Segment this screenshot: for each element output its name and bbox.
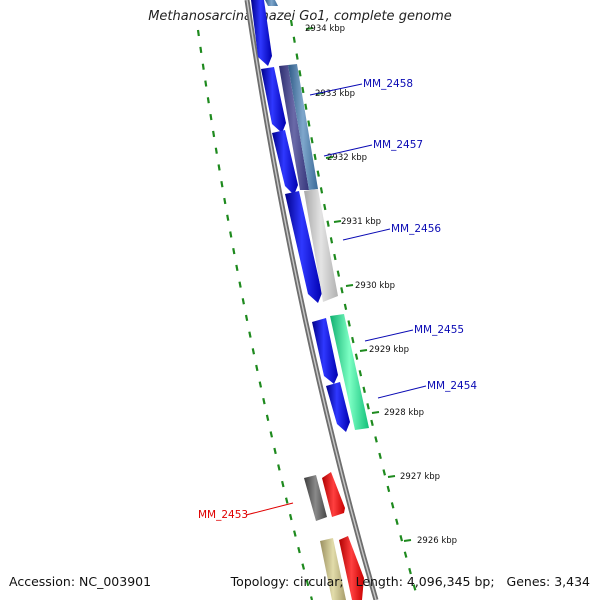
- genome-backbone-highlight: [246, 0, 377, 600]
- gene-label-mm2454[interactable]: MM_2454: [427, 380, 477, 392]
- gene-arrow-mm2455[interactable]: [312, 318, 338, 384]
- gene-arrow-mm2456[interactable]: [285, 191, 322, 303]
- feature-steel-mm2457[interactable]: [288, 64, 318, 190]
- length-text: Length: 4,096,345 bp;: [355, 574, 495, 589]
- genes-text: Genes: 3,434: [506, 574, 590, 589]
- gene-arrow-mm2458[interactable]: [261, 67, 286, 133]
- gene-leader-lines: [245, 83, 427, 516]
- tick-label-2928: 2928 kbp: [384, 408, 424, 418]
- gene-label-mm2453[interactable]: MM_2453: [198, 509, 248, 521]
- gene-arrow-mm2457[interactable]: [272, 130, 298, 195]
- feature-grey-mm2456[interactable]: [304, 189, 338, 302]
- tick-label-2932: 2932 kbp: [327, 153, 367, 163]
- feature-red-bottom[interactable]: [339, 536, 364, 600]
- gene-label-mm2458[interactable]: MM_2458: [363, 78, 413, 90]
- feature-khaki-bottom[interactable]: [320, 538, 346, 600]
- map-title: Methanosarcina mazei Go1, complete genom…: [148, 9, 452, 24]
- tick-marks: [305, 27, 412, 542]
- feature-red-mm2453[interactable]: [322, 472, 345, 517]
- tick-label-2934: 2934 kbp: [305, 24, 345, 34]
- accession-text: Accession: NC_003901: [9, 574, 152, 589]
- gene-label-mm2455[interactable]: MM_2455: [414, 324, 464, 336]
- feature-slate-mm2458[interactable]: [279, 65, 309, 190]
- gene-arrow-top[interactable]: [251, 0, 272, 66]
- gene-label-mm2456[interactable]: MM_2456: [391, 223, 441, 235]
- genome-summary: Topology: circular; Length: 4,096,345 bp…: [231, 574, 590, 589]
- tick-label-2933: 2933 kbp: [315, 89, 355, 99]
- feature-dgrey-mm2453[interactable]: [304, 475, 327, 521]
- gene-label-mm2457[interactable]: MM_2457: [373, 139, 423, 151]
- tick-label-2931: 2931 kbp: [341, 217, 381, 227]
- topology-text: Topology: circular;: [230, 574, 344, 589]
- tick-label-2930: 2930 kbp: [355, 281, 395, 291]
- tick-label-2927: 2927 kbp: [400, 472, 440, 482]
- gene-arrow-mm2454[interactable]: [326, 382, 350, 432]
- tick-label-2929: 2929 kbp: [369, 345, 409, 355]
- outer-tick-ring: [289, 19, 420, 600]
- tick-label-2926: 2926 kbp: [417, 536, 457, 546]
- feature-steel-top[interactable]: [265, 0, 278, 6]
- feature-green-mm2455[interactable]: [330, 314, 369, 430]
